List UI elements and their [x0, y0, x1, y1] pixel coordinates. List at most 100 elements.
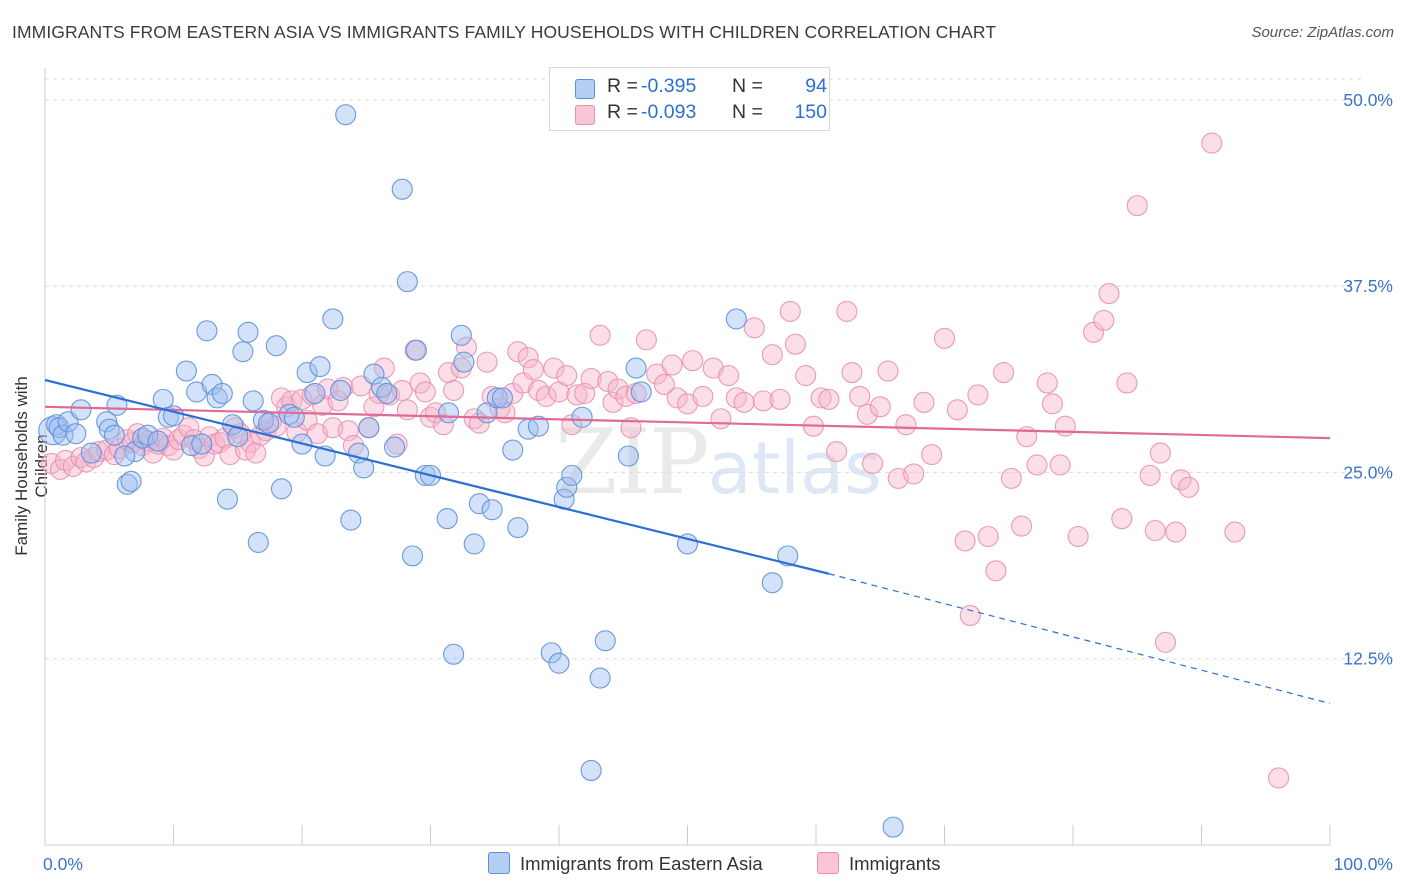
pink-data-point [620, 417, 642, 439]
pink-data-point [1170, 469, 1192, 491]
blue-data-point [258, 412, 280, 434]
blue-data-point [186, 381, 208, 403]
blue-trend-line [44, 378, 830, 575]
blue-data-point [70, 399, 92, 421]
x-tick-label: 100.0% [1334, 854, 1393, 874]
n-value: 94 [805, 75, 827, 97]
blue-data-point [548, 652, 570, 674]
blue-data-point [491, 387, 514, 409]
pink-data-point [682, 350, 704, 372]
r-value: -0.093 [641, 101, 697, 123]
blue-data-point [270, 478, 292, 500]
pink-data-point [761, 344, 783, 366]
pink-data-point [363, 396, 385, 418]
legend-item-immigrants: Immigrants [817, 852, 941, 875]
y-tick-label: 37.5% [1343, 276, 1393, 296]
pink-data-point [666, 387, 688, 409]
blue-data-point [405, 339, 427, 361]
blue-trend-extension [828, 573, 1331, 704]
pink-data-point [826, 440, 848, 463]
blue-data-point [137, 424, 159, 446]
pink-data-point [836, 300, 858, 322]
watermark: ZIPatlas [555, 410, 882, 515]
pink-data-point [1126, 195, 1148, 217]
pink-data-point [710, 408, 732, 430]
pink-data-point [517, 347, 539, 369]
blue-data-point [617, 445, 639, 467]
pink-data-point [597, 370, 619, 393]
blue-data-point [216, 488, 239, 510]
blue-data-point [481, 499, 503, 521]
blue-data-point [65, 423, 87, 445]
pink-data-point [810, 387, 832, 409]
blue-swatch-icon [488, 852, 510, 874]
pink-data-point [818, 388, 840, 410]
blue-data-point [453, 351, 475, 373]
legend-item-eastern-asia: Immigrants from Eastern Asia [488, 852, 763, 875]
pink-data-point [437, 361, 460, 384]
pink-data-point [1054, 415, 1076, 437]
pink-data-point [861, 452, 884, 475]
pink-data-point [959, 604, 981, 627]
pink-data-point [993, 361, 1015, 384]
pink-swatch-icon [817, 852, 839, 874]
blue-data-point [486, 387, 508, 409]
pink-data-point [769, 388, 791, 410]
pink-data-point [702, 357, 724, 379]
pink-data-point [178, 417, 200, 439]
blue-data-point [309, 356, 331, 378]
pink-data-point [1165, 521, 1187, 543]
r-value: -0.395 [641, 75, 697, 97]
pink-data-point [967, 384, 989, 406]
blue-data-point [882, 816, 904, 838]
pink-data-point [1098, 283, 1120, 305]
blue-data-point [116, 473, 138, 495]
pink-data-point [386, 433, 408, 455]
pink-data-point [849, 385, 871, 407]
pink-data-point [921, 443, 943, 466]
x-tick-label: 0.0% [43, 854, 83, 874]
pink-data-point [933, 327, 956, 349]
blue-data-point [322, 308, 344, 330]
pink-data-point [752, 390, 774, 412]
watermark-atlas: atlas [707, 426, 882, 510]
pink-data-point [332, 376, 354, 399]
pink-data-point [1011, 515, 1033, 537]
pink-data-point [240, 432, 262, 454]
pink-data-point [566, 384, 588, 406]
blue-data-point [443, 643, 465, 665]
blue-data-point [437, 402, 460, 424]
pink-data-point [1116, 372, 1138, 394]
pink-data-point [535, 385, 557, 407]
blue-data-point [725, 308, 747, 330]
blue-data-point [527, 415, 549, 437]
blue-data-point [777, 545, 799, 567]
pink-data-point [841, 361, 863, 384]
blue-data-point [463, 533, 485, 555]
pink-data-point [653, 373, 675, 396]
blue-data-point [242, 390, 264, 412]
pink-data-point [607, 378, 629, 400]
blue-data-point [561, 464, 583, 486]
blue-data-point [196, 320, 218, 342]
pink-data-point [1093, 309, 1115, 331]
pink-data-point [425, 402, 447, 424]
source-label: Source: ZipAtlas.com [1251, 24, 1394, 41]
pink-data-point [1201, 132, 1223, 154]
pink-data-point [1224, 521, 1246, 543]
blue-swatch-icon [575, 79, 595, 99]
stats-legend: R = -0.395 N = 94 R = -0.093 N = 150 [549, 67, 830, 131]
blue-data-point [383, 436, 406, 458]
blue-data-point [340, 509, 362, 531]
pink-data-point [1041, 393, 1063, 415]
blue-data-point [468, 493, 490, 515]
pink-data-point [877, 360, 899, 382]
blue-data-point [502, 439, 524, 461]
blue-data-point [594, 630, 616, 652]
blue-data-point [391, 178, 413, 200]
blue-data-point [211, 382, 233, 404]
blue-data-point [147, 430, 169, 452]
y-tick-label: 50.0% [1343, 90, 1393, 110]
blue-data-point [556, 476, 578, 498]
pink-data-point [443, 379, 465, 401]
